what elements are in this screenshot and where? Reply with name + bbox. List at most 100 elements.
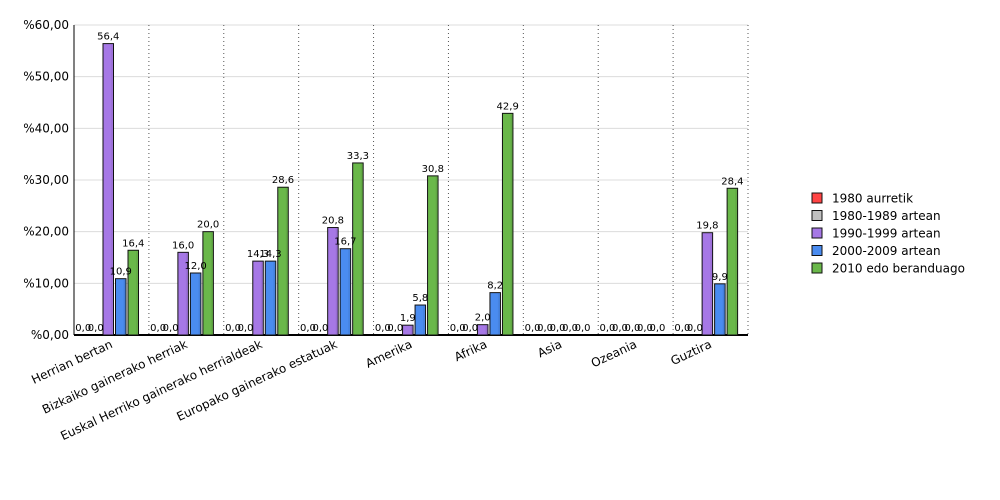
- bar-value-label: 0,0: [238, 323, 254, 334]
- legend-label: 2010 edo beranduago: [832, 262, 965, 276]
- bar-value-label: 28,6: [272, 175, 294, 186]
- bar-value-label: 5,8: [412, 293, 428, 304]
- y-tick-label: %0,00: [31, 328, 69, 342]
- legend-swatch: [811, 210, 823, 221]
- bar-shade: [185, 253, 188, 335]
- bar-shade: [422, 306, 425, 335]
- bar: [714, 283, 726, 336]
- grid-lines: [74, 24, 749, 335]
- bar: [701, 232, 714, 336]
- x-tick-label: Ozeania: [589, 337, 639, 370]
- y-tick-label: %20,00: [23, 225, 69, 239]
- bar-value-label: 0,0: [625, 323, 641, 334]
- bar-shade: [709, 233, 712, 335]
- bar-shade: [347, 249, 350, 335]
- bar: [726, 187, 739, 336]
- bar-value-label: 0,0: [75, 323, 91, 334]
- bar-value-label: 0,0: [562, 323, 578, 334]
- bar: [127, 249, 139, 336]
- bar-shade: [210, 232, 213, 335]
- bar: [427, 175, 439, 336]
- bar-value-label: 33,3: [347, 151, 369, 162]
- data-labels: 0,00,056,410,916,40,00,016,012,020,00,00…: [75, 32, 743, 334]
- bar-value-label: 0,0: [150, 323, 166, 334]
- legend-swatch: [811, 227, 823, 239]
- y-tick-label: %40,00: [23, 121, 69, 135]
- bar: [476, 324, 489, 336]
- bar-value-label: 2,0: [475, 313, 491, 324]
- bar-value-label: 0,0: [674, 323, 690, 334]
- bar-shade: [509, 114, 512, 335]
- x-tick-label: Guztira: [668, 337, 713, 368]
- bar: [115, 278, 127, 336]
- legend: 1980 aurretik 1980-1989 artean 1990-1999 a…: [811, 192, 965, 276]
- bar-value-label: 0,0: [537, 323, 553, 334]
- bar: [339, 248, 352, 336]
- bar-value-label: 10,9: [110, 267, 132, 278]
- y-tick-label: %30,00: [23, 173, 69, 187]
- bar: [402, 324, 414, 336]
- bar-value-label: 0,0: [450, 323, 466, 334]
- bar-value-label: 0,0: [525, 323, 541, 334]
- bar-value-label: 0,0: [650, 323, 666, 334]
- bar-value-label: 14,3: [247, 249, 269, 260]
- bar-value-label: 0,0: [163, 323, 179, 334]
- bar-value-label: 0,0: [225, 323, 241, 334]
- bar-value-label: 16,7: [334, 237, 356, 248]
- bar-shade: [734, 189, 737, 335]
- legend-label: 2000-2009 artean: [832, 244, 941, 258]
- bar-value-label: 0,0: [300, 323, 316, 334]
- bar: [177, 251, 189, 336]
- bar-value-label: 14,3: [259, 249, 281, 260]
- legend-label: 1980-1989 artean: [832, 209, 941, 223]
- bar-value-label: 28,4: [721, 176, 743, 187]
- bar-value-label: 0,0: [550, 323, 566, 334]
- bar: [277, 186, 289, 336]
- bar-shade: [435, 176, 438, 335]
- bar-shade: [497, 293, 500, 335]
- bar: [264, 260, 277, 336]
- bar-shade: [285, 188, 288, 335]
- bar-value-label: 1,9: [400, 313, 416, 324]
- bar: [202, 231, 214, 336]
- bar-shade: [272, 262, 275, 335]
- bar-shade: [123, 279, 125, 335]
- bar-shade: [360, 163, 363, 335]
- bar: [189, 272, 202, 336]
- y-tick-label: %60,00: [23, 18, 69, 32]
- legend-swatch: [811, 245, 823, 256]
- legend-label: 1990-1999 artean: [832, 227, 941, 241]
- bar-value-label: 16,0: [172, 240, 194, 251]
- bar-value-label: 0,0: [637, 323, 653, 334]
- legend-label: 1980 aurretik: [832, 192, 913, 206]
- bar-value-label: 56,4: [97, 32, 119, 43]
- bar-value-label: 0,0: [387, 323, 403, 334]
- bar-shade: [484, 325, 487, 335]
- bar: [352, 162, 364, 336]
- bar-shade: [260, 262, 263, 335]
- bar-value-label: 16,4: [122, 238, 144, 249]
- bar: [414, 304, 427, 336]
- bar-value-label: 9,9: [712, 272, 728, 283]
- bar: [252, 260, 264, 336]
- bar-value-label: 42,9: [497, 101, 519, 112]
- bar-value-label: 0,0: [687, 323, 703, 334]
- bar-value-label: 19,8: [696, 221, 718, 232]
- bar: [501, 112, 514, 336]
- bar-shade: [197, 274, 200, 335]
- legend-swatch: [811, 262, 823, 274]
- legend-swatch: [811, 192, 823, 204]
- bar-shade: [335, 228, 338, 335]
- bar: [102, 43, 114, 336]
- bar: [489, 292, 501, 336]
- bar-value-label: 0,0: [375, 323, 391, 334]
- bar-value-label: 0,0: [462, 323, 478, 334]
- y-tick-labels: %0,00 %10,00 %20,00 %30,00 %40,00 %50,00 %60,0…: [23, 18, 69, 342]
- bar-value-label: 0,0: [312, 323, 328, 334]
- bars: [102, 43, 739, 336]
- bar-value-label: 30,8: [422, 164, 444, 175]
- bar-value-label: 20,0: [197, 220, 219, 231]
- bar: [327, 227, 339, 336]
- bar-value-label: 0,0: [575, 323, 591, 334]
